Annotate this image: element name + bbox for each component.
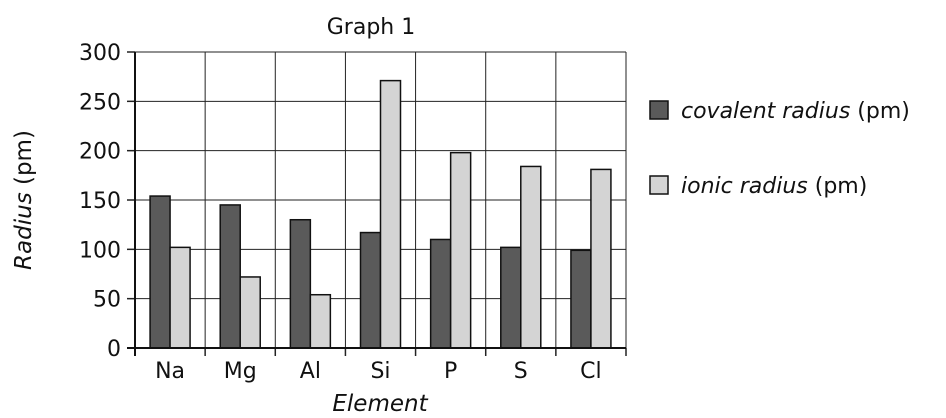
x-tick-label: Na <box>155 359 185 384</box>
x-tick-label: Si <box>370 359 390 384</box>
axes <box>127 51 627 356</box>
bar-ionic-p <box>449 151 472 349</box>
legend-item-ionic: ionic radius (pm) <box>681 174 867 199</box>
bar-covalent-p <box>429 238 452 349</box>
legend-name-ionic: ionic radius <box>681 174 808 199</box>
y-tick-label: 0 <box>107 337 121 362</box>
bar-covalent-si <box>359 231 382 349</box>
bar-covalent-cl <box>570 249 592 349</box>
legend-item-covalent: covalent radius (pm) <box>681 99 910 124</box>
bar-ionic-cl <box>590 168 612 349</box>
y-axis-unit: (pm) <box>11 130 37 185</box>
x-tick-label: S <box>514 359 528 384</box>
y-tick-label: 300 <box>79 41 121 66</box>
bar-ionic-mg <box>239 276 261 349</box>
y-axis-label-text: Radius <box>11 192 37 270</box>
legend-unit-covalent: (pm) <box>857 99 910 124</box>
x-tick-labels: Na Mg Al Si P S Cl <box>155 359 602 384</box>
legend-swatch-ionic <box>649 175 669 195</box>
bar-covalent-s <box>500 246 522 349</box>
x-tick-label: Mg <box>224 359 257 384</box>
bars <box>149 79 612 349</box>
bar-ionic-na <box>169 246 191 349</box>
x-tick-label: Al <box>300 359 321 384</box>
legend-name-covalent: covalent radius <box>681 99 850 124</box>
y-tick-label: 200 <box>79 140 121 165</box>
y-tick-label: 150 <box>79 189 121 214</box>
y-tick-label: 250 <box>79 90 121 115</box>
bar-ionic-al <box>309 293 332 349</box>
bar-covalent-al <box>289 218 312 349</box>
x-axis-label: Element <box>332 391 428 417</box>
bar-covalent-mg <box>219 204 241 349</box>
legend-swatch-covalent <box>649 100 669 120</box>
x-tick-label: Cl <box>580 359 601 384</box>
bar-covalent-na <box>149 195 171 349</box>
y-tick-labels: 0 50 100 150 200 250 300 <box>79 41 121 362</box>
chart-title: Graph 1 <box>327 15 415 40</box>
x-tick-label: P <box>444 359 457 384</box>
bar-ionic-s <box>520 165 542 349</box>
legend-unit-ionic: (pm) <box>815 174 868 199</box>
y-tick-label: 50 <box>93 288 121 313</box>
y-tick-label: 100 <box>79 238 121 263</box>
bar-ionic-si <box>379 79 402 349</box>
legend: covalent radius (pm) ionic radius (pm) <box>649 99 910 199</box>
y-axis-label: Radius (pm) <box>11 130 37 270</box>
